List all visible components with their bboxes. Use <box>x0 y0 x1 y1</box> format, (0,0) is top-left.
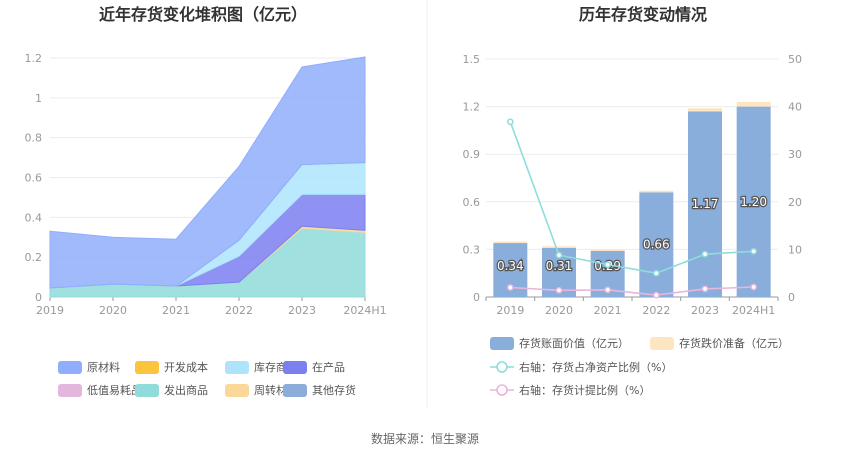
line-point <box>506 284 514 291</box>
legend-label: 开发成本 <box>164 360 208 374</box>
left-chart-title: 近年存货变化堆积图（亿元） <box>99 5 307 24</box>
legend-label: 右轴：存货计提比例（%） <box>519 383 650 397</box>
x-tick-label: 2024H1 <box>343 304 386 317</box>
line-point <box>701 250 709 258</box>
stacked-area-chart: 0 0.2 0.4 0.6 0.8 1 1.2 2019 2020 2021 2022 2023 202… <box>25 52 387 317</box>
line-ratio-net-assets <box>509 121 754 275</box>
bar-value-label: 0.31 <box>546 259 573 273</box>
y-tick-label: 0.2 <box>25 251 43 264</box>
legend-marker <box>496 384 508 396</box>
bar-value-label: 1.20 <box>740 195 767 209</box>
legend-label: 右轴：存货占净资产比例（%） <box>519 360 672 374</box>
y-right-tick-label: 10 <box>788 243 802 256</box>
legend-label: 存货账面价值（亿元） <box>519 336 629 350</box>
x-tick-label: 2022 <box>642 304 670 317</box>
bar-line-chart: 0 0.3 0.6 0.9 1.2 1.5 0 10 20 30 40 50 2019 2020 2021 2… <box>463 53 803 317</box>
bar-provision <box>639 190 674 193</box>
y-left-tick-label: 0.3 <box>463 243 481 256</box>
x-tick-label: 2020 <box>545 304 573 317</box>
y-left-tick-label: 1.5 <box>463 53 481 66</box>
bar-provision <box>493 241 528 244</box>
bar-provision <box>542 246 576 248</box>
legend-label: 原材料 <box>87 360 120 374</box>
bar-provision <box>688 108 722 112</box>
legend-marker <box>496 361 508 373</box>
line-point <box>652 291 660 299</box>
x-tick-label: 2020 <box>99 304 127 317</box>
y-tick-label: 0.6 <box>25 172 43 185</box>
legend-swatch <box>58 384 82 397</box>
y-tick-label: 0.4 <box>25 211 43 224</box>
y-tick-label: 1.2 <box>25 52 43 65</box>
y-left-tick-label: 0 <box>473 291 480 304</box>
line-point <box>750 283 758 291</box>
y-tick-label: 0.8 <box>25 132 43 145</box>
x-tick-label: 2022 <box>225 304 253 317</box>
legend-swatch <box>135 361 159 374</box>
legend-swatch <box>490 337 514 350</box>
x-tick-label: 2021 <box>162 304 190 317</box>
right-legend: 存货账面价值（亿元） 存货跌价准备（亿元） 右轴：存货占净资产比例（%） 右轴：存货计… <box>490 336 789 397</box>
y-right-tick-label: 40 <box>788 101 802 114</box>
bar-provision <box>736 101 771 107</box>
y-left-tick-label: 1.2 <box>463 101 481 114</box>
x-tick-label: 2019 <box>36 304 64 317</box>
legend-label: 低值易耗品 <box>87 384 142 397</box>
legend-swatch <box>283 384 307 397</box>
y-right-tick-label: 0 <box>788 291 795 304</box>
line-point <box>604 286 612 294</box>
bar-book-value <box>736 106 771 297</box>
line-point <box>506 118 514 126</box>
legend-swatch <box>135 384 159 397</box>
legend-label: 在产品 <box>312 360 345 374</box>
legend-swatch <box>225 384 249 397</box>
line-point <box>750 247 758 255</box>
legend-swatch <box>225 361 249 374</box>
line-point <box>555 251 563 259</box>
data-source: 数据来源：恒生聚源 <box>371 431 479 446</box>
y-tick-label: 0 <box>35 291 42 304</box>
x-tick-label: 2023 <box>691 304 719 317</box>
right-chart-title: 历年存货变动情况 <box>579 5 707 24</box>
legend-swatch <box>650 337 674 350</box>
x-tick-label: 2021 <box>594 304 622 317</box>
legend-label: 存货跌价准备（亿元） <box>679 336 789 350</box>
y-left-tick-label: 0.6 <box>463 196 481 209</box>
legend-swatch <box>283 361 307 374</box>
y-left-tick-label: 0.9 <box>463 148 481 161</box>
line-point <box>701 285 709 293</box>
bar-value-label: 0.66 <box>643 238 670 252</box>
y-right-tick-label: 50 <box>788 53 802 66</box>
line-point <box>604 261 612 268</box>
y-right-tick-label: 30 <box>788 148 802 161</box>
x-tick-label: 2024H1 <box>732 304 775 317</box>
line-provision-ratio <box>510 286 754 296</box>
line-point <box>652 269 660 277</box>
legend-swatch <box>58 361 82 374</box>
legend-label: 发出商品 <box>164 383 208 397</box>
legend-label: 其他存货 <box>312 383 356 397</box>
x-tick-label: 2019 <box>496 304 524 317</box>
line-point <box>555 286 563 294</box>
area-原材料 <box>49 56 366 289</box>
y-right-tick-label: 20 <box>788 196 802 209</box>
bar-value-label: 0.34 <box>497 259 524 273</box>
bar-book-value <box>639 192 674 297</box>
x-tick-label: 2023 <box>288 304 316 317</box>
y-tick-label: 1 <box>35 92 42 105</box>
bar-book-value <box>688 111 722 297</box>
bar-provision <box>590 249 625 251</box>
bar-value-label: 1.17 <box>692 197 719 211</box>
